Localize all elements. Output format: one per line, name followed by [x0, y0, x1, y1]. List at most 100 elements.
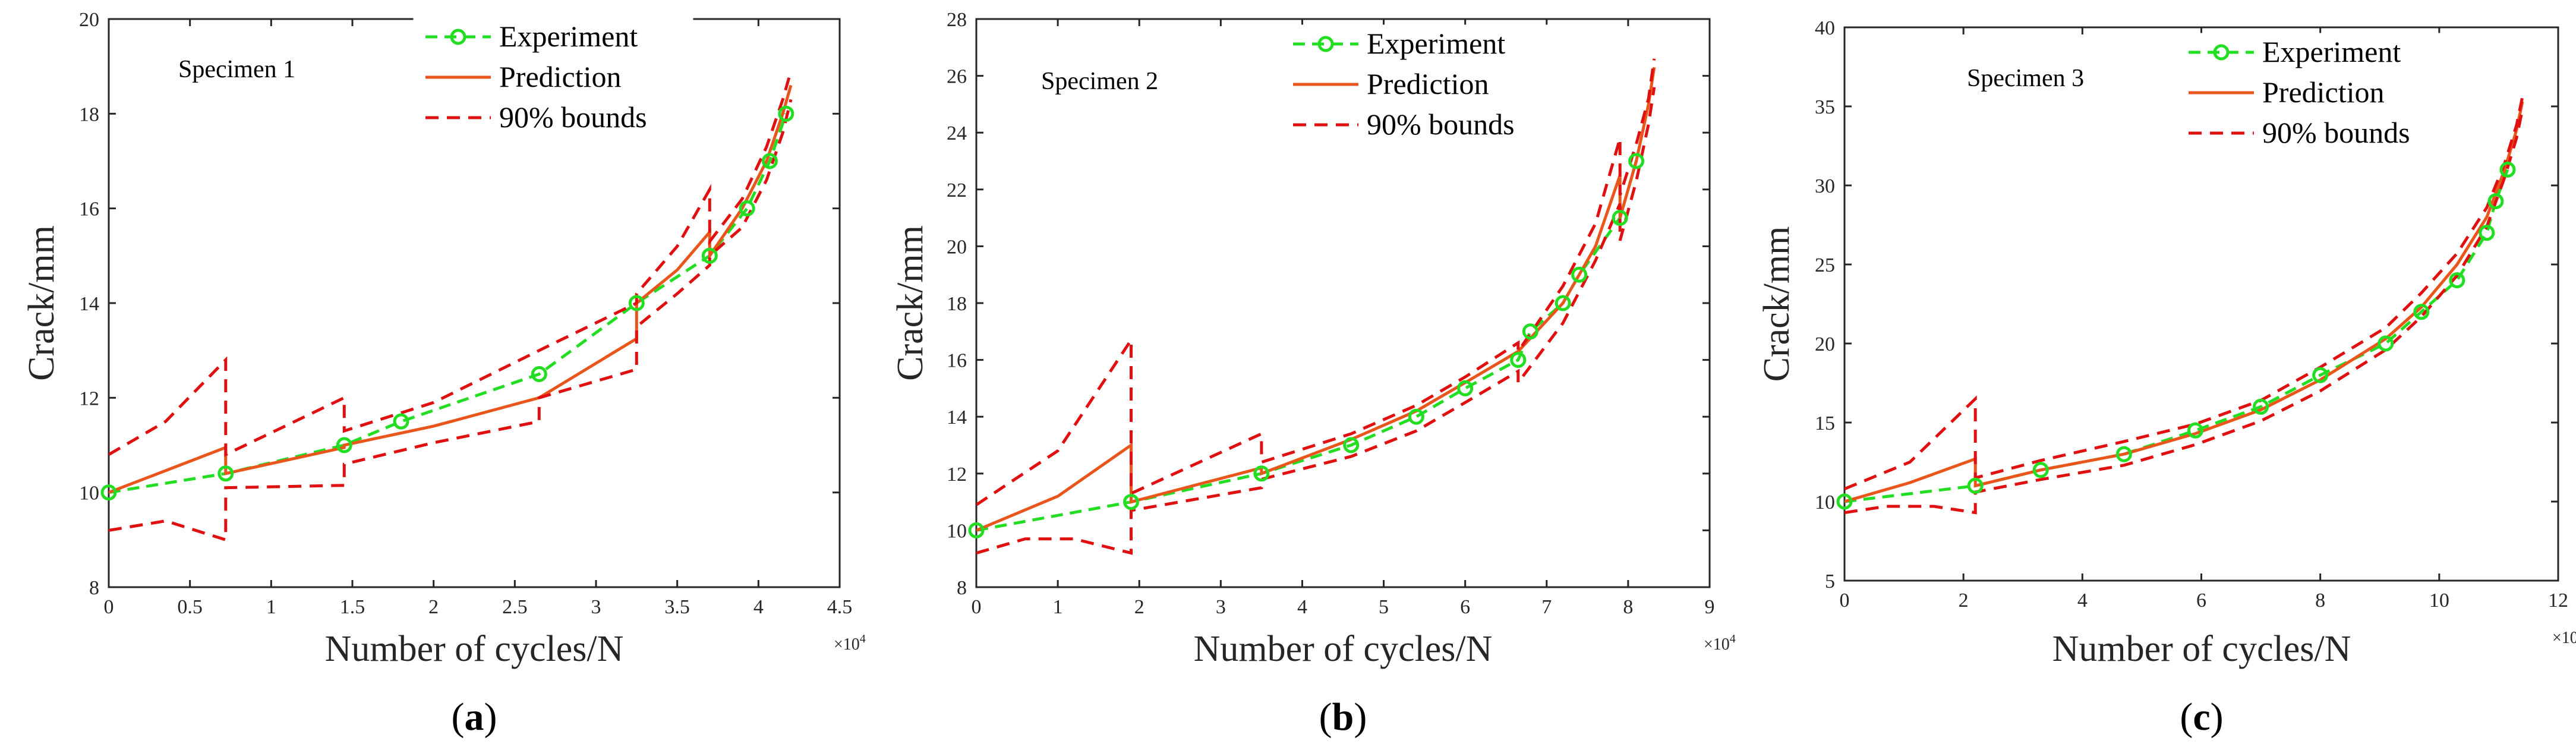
experiment-point — [1555, 295, 1571, 311]
x-tick-label: 6 — [2196, 590, 2206, 612]
x-tick-label: 2 — [1134, 596, 1144, 618]
legend-label: Experiment — [499, 20, 638, 53]
legend-label: Prediction — [1367, 67, 1489, 100]
x-tick-label: 1.5 — [340, 596, 365, 618]
experiment-point — [2499, 161, 2516, 178]
x-exponent-power: 4 — [860, 632, 866, 645]
x-tick-label: 5 — [1379, 596, 1389, 618]
x-tick-label: 1 — [1053, 596, 1063, 618]
x-tick-label: 0 — [104, 596, 114, 618]
panel-label: (b) — [1319, 695, 1367, 739]
y-tick-label: 5 — [1825, 571, 1835, 593]
y-tick-label: 15 — [1815, 412, 1835, 434]
experiment-point — [1967, 477, 1984, 494]
experiment-point — [1836, 493, 1853, 510]
x-tick-label: 8 — [2315, 590, 2325, 612]
y-tick-label: 10 — [947, 520, 967, 542]
panel-label-close: ) — [484, 695, 497, 739]
legend-background — [413, 17, 693, 149]
x-tick-label: 2 — [1959, 590, 1969, 612]
x-tick-label: 6 — [1460, 596, 1470, 618]
x-tick-label: 9 — [1705, 596, 1715, 618]
legend-marker-experiment — [450, 29, 466, 45]
panel-label-open: ( — [2180, 695, 2193, 739]
specimen-label: Specimen 2 — [1041, 68, 1158, 95]
chart-panel-b: 0 1 2 3 4 5 6 7 8 9810121416182022242628×104Numbe… — [890, 9, 1736, 739]
panel-label: (c) — [2180, 695, 2223, 739]
y-tick-label: 12 — [79, 387, 99, 409]
series-group — [109, 70, 793, 542]
x-tick-label: 0 — [972, 596, 982, 618]
experiment-point — [1408, 408, 1424, 425]
specimen-label: Specimen 1 — [178, 56, 295, 83]
experiment-point — [1123, 494, 1140, 510]
series-line-bounds — [1844, 96, 2524, 491]
panel-label: (a) — [452, 695, 497, 739]
x-exponent-label: ×104 — [1704, 632, 1736, 654]
y-tick-label: 20 — [79, 9, 99, 31]
x-tick-label: 3.5 — [664, 596, 690, 618]
y-tick-label: 14 — [79, 293, 99, 315]
x-tick-label: 0 — [1840, 590, 1850, 612]
legend-label: 90% bounds — [1367, 108, 1515, 141]
x-exponent-base: ×10 — [834, 635, 860, 654]
y-tick-label: 10 — [1815, 491, 1835, 513]
y-tick-label: 18 — [79, 103, 99, 125]
y-tick-label: 18 — [947, 293, 967, 315]
legend: Experiment Prediction 90% bounds — [1281, 24, 1561, 156]
experiment-point — [1510, 352, 1527, 368]
x-tick-label: 4 — [2077, 590, 2088, 612]
x-tick-label: 8 — [1623, 596, 1633, 618]
y-tick-label: 16 — [947, 350, 967, 372]
series-line-experiment — [976, 160, 1638, 532]
legend-label: Experiment — [2262, 35, 2401, 68]
x-tick-label: 7 — [1541, 596, 1552, 618]
series-line-bounds — [109, 99, 793, 542]
series-line-bounds — [109, 70, 793, 457]
legend-label: 90% bounds — [2262, 116, 2410, 149]
x-exponent-label: ×104 — [2552, 626, 2576, 647]
experiment-point — [1253, 465, 1270, 482]
y-tick-label: 8 — [957, 577, 967, 599]
y-tick-label: 10 — [79, 483, 99, 505]
y-axis-title: Crack/mm — [21, 225, 62, 381]
legend-marker-experiment — [2213, 44, 2230, 61]
x-tick-label: 10 — [2429, 590, 2449, 612]
y-axis-title: Crack/mm — [890, 225, 931, 381]
y-tick-label: 16 — [79, 198, 99, 220]
panel-label-open: ( — [452, 695, 465, 739]
experiment-point — [1628, 153, 1645, 169]
y-tick-label: 35 — [1815, 96, 1835, 118]
chart-panel-c: 0 2 4 6 8 10 12 5 10 15 20 25 30 35 40 ×104 Number of cy… — [1757, 17, 2576, 739]
experiment-point — [628, 295, 645, 311]
y-tick-label: 8 — [89, 577, 99, 599]
experiment-point — [2115, 446, 2132, 462]
x-tick-label: 1 — [266, 596, 276, 618]
y-tick-label: 25 — [1815, 254, 1835, 276]
experiment-point — [100, 484, 117, 501]
panel-label-letter: b — [1332, 695, 1354, 739]
panel-label-close: ) — [2211, 695, 2224, 739]
experiment-point — [393, 413, 409, 430]
legend-background — [2176, 33, 2457, 165]
experiment-point — [2413, 304, 2430, 320]
series-line-experiment — [1844, 169, 2509, 503]
x-tick-label: 4 — [1297, 596, 1307, 618]
panel-label-open: ( — [1319, 695, 1332, 739]
y-tick-label: 22 — [947, 179, 967, 201]
panel-label-letter: c — [2193, 695, 2210, 739]
x-axis-title: Number of cycles/N — [2052, 629, 2351, 669]
series-line-prediction — [109, 84, 793, 494]
y-tick-label: 30 — [1815, 175, 1835, 197]
x-exponent-power: 4 — [1730, 632, 1736, 645]
experiment-point — [1343, 437, 1360, 453]
experiment-point — [2312, 367, 2329, 383]
x-tick-label: 4.5 — [827, 596, 853, 618]
experiment-point — [531, 366, 547, 382]
legend-label: Prediction — [2262, 75, 2385, 109]
y-axis-title: Crack/mm — [1757, 226, 1797, 382]
legend-label: 90% bounds — [499, 100, 647, 134]
series-line-bounds — [1844, 109, 2524, 515]
x-tick-label: 2.5 — [502, 596, 528, 618]
y-tick-label: 14 — [947, 406, 967, 428]
